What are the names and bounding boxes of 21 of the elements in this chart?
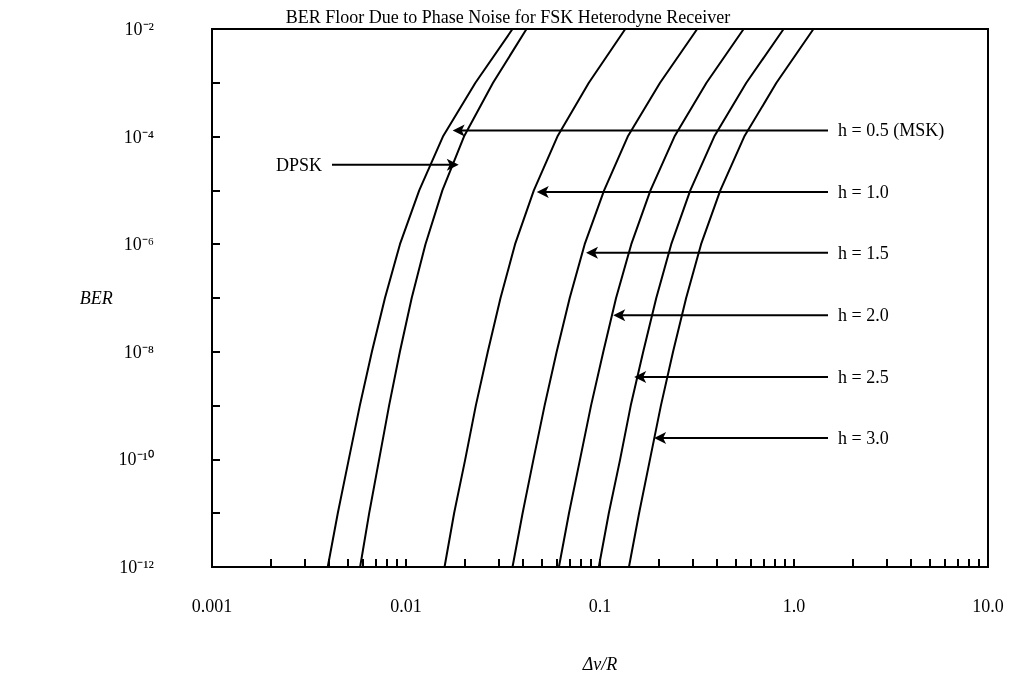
annotation: h = 2.5 [838, 367, 889, 388]
y-tick-label: 10⁻¹² [119, 557, 154, 577]
x-tick-label: 0.01 [390, 596, 422, 616]
annotation: h = 0.5 (MSK) [838, 120, 945, 142]
x-tick-label: 0.001 [191, 596, 233, 616]
x-tick-label: 1.0 [782, 596, 806, 616]
annotation: h = 3.0 [838, 427, 889, 448]
x-tick-label: 0.1 [588, 596, 612, 616]
y-tick-label: 10⁻² [124, 19, 154, 39]
x-tick-label: 10.0 [972, 596, 1004, 616]
x-axis-title: Δν/R [581, 654, 618, 674]
y-tick-label: 10⁻⁶ [123, 234, 154, 255]
y-axis-title: BER [79, 288, 113, 308]
y-tick-label: 10⁻⁴ [123, 126, 154, 147]
y-tick-label: 10⁻⁸ [123, 341, 154, 362]
annotation: h = 2.0 [838, 305, 889, 326]
y-tick-label: 10⁻¹⁰ [118, 449, 154, 470]
annotation: h = 1.5 [838, 242, 889, 263]
chart-title: BER Floor Due to Phase Noise for FSK Heterodyne Receiver [285, 7, 731, 27]
annotation: DPSK [275, 154, 322, 175]
annotation: h = 1.0 [838, 182, 889, 203]
